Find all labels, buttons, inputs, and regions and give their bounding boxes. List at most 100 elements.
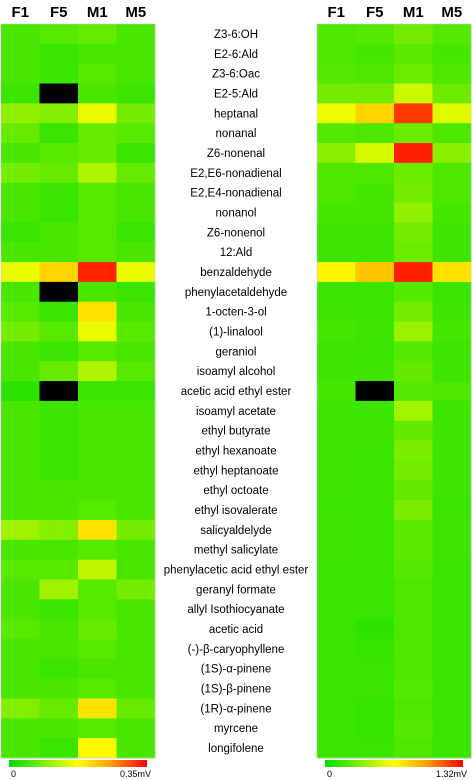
heatmap-cell: [78, 103, 117, 124]
heatmap-cell: [39, 638, 79, 660]
heatmap-cell: [39, 579, 79, 600]
heatmap-cell: [317, 440, 356, 461]
heatmap-cell: [355, 63, 395, 84]
heatmap-cell: [116, 539, 156, 561]
heatmap-cell: [1, 658, 40, 680]
heatmap-cell: [394, 718, 433, 739]
heatmap-cell: [116, 43, 156, 65]
heatmap-cell: [355, 638, 395, 660]
column-label-f5: F5: [50, 4, 68, 21]
heatmap-cell: [355, 83, 395, 104]
heatmap-cell: [355, 162, 395, 184]
heatmap-cell: [39, 123, 79, 144]
heatmap-cell: [39, 460, 79, 481]
heatmap-cell: [432, 381, 472, 402]
heatmap-cell: [1, 460, 40, 481]
heatmap-cell: [394, 103, 433, 124]
heatmap-cell: [78, 658, 117, 680]
heatmap-cell: [355, 420, 395, 441]
heatmap-cell: [39, 559, 79, 580]
color-scale-max-label: 0.35mV: [120, 769, 151, 779]
heatmap-cell: [78, 43, 117, 65]
row-label: phenylacetaldehyde: [185, 287, 287, 299]
heatmap-cell: [355, 24, 395, 45]
heatmap-cell: [317, 420, 356, 441]
heatmap-cell: [394, 182, 433, 203]
heatmap-cell: [432, 619, 472, 640]
heatmap-cell: [432, 24, 472, 45]
heatmap-cell: [317, 321, 356, 342]
right-heatmap: F1 F5 M1 M5: [316, 4, 472, 759]
heatmap-border: [316, 23, 472, 759]
heatmap-cell: [355, 182, 395, 203]
heatmap-cell: [355, 321, 395, 342]
heatmap-cell: [394, 321, 433, 342]
heatmap-cell: [1, 500, 40, 521]
heatmap-cell: [394, 24, 433, 45]
row-label: ethyl butyrate: [201, 426, 270, 438]
heatmap-cell: [432, 420, 472, 441]
heatmap-cell: [394, 262, 433, 283]
heatmap-cell: [432, 460, 472, 481]
heatmap-cell: [1, 162, 40, 184]
heatmap-cell: [394, 281, 433, 303]
heatmap-cell: [78, 638, 117, 660]
heatmap-cell: [1, 619, 40, 640]
heatmap-cell: [394, 678, 433, 699]
heatmap-cell: [116, 480, 156, 501]
row-label: 1-octen-3-ol: [205, 307, 266, 319]
heatmap-cell: [78, 123, 117, 144]
heatmap-cell: [317, 43, 356, 65]
column-label-f5: F5: [366, 4, 384, 21]
heatmap-cell: [116, 619, 156, 640]
row-label: Z6-nonenol: [207, 227, 265, 239]
row-label: E2,E6-nonadienal: [190, 168, 281, 180]
heatmap-cell: [116, 460, 156, 481]
heatmap-cell: [432, 698, 472, 719]
heatmap-cell: [432, 738, 472, 759]
heatmap-cell: [39, 698, 79, 719]
heatmap-cell: [39, 440, 79, 461]
heatmap-cell: [39, 242, 79, 263]
heatmap-cell: [432, 301, 472, 322]
row-label: (1)-linalool: [209, 326, 263, 338]
heatmap-cell: [1, 301, 40, 322]
heatmap-cell: [394, 43, 433, 65]
heatmap-cell: [39, 400, 79, 422]
heatmap-cell: [116, 738, 156, 759]
heatmap-cell: [116, 301, 156, 322]
heatmap-cell: [78, 599, 117, 620]
heatmap-cell: [78, 400, 117, 422]
row-label: allyl Isothiocyanate: [187, 604, 284, 616]
heatmap-cell: [116, 400, 156, 422]
heatmap-cell: [116, 440, 156, 461]
heatmap-cell: [317, 182, 356, 203]
row-label: benzaldehyde: [200, 267, 272, 279]
heatmap-cell: [1, 242, 40, 263]
heatmap-cell: [39, 480, 79, 501]
heatmap-cell: [1, 718, 40, 739]
heatmap-cell: [317, 262, 356, 283]
heatmap-cell: [394, 301, 433, 322]
heatmap-cell: [78, 738, 117, 759]
heatmap-cell: [355, 123, 395, 144]
heatmap-cell: [39, 222, 79, 243]
heatmap-cell: [39, 143, 79, 164]
heatmap-cell: [116, 162, 156, 184]
row-label: E2-6:Ald: [214, 49, 258, 61]
heatmap-cell: [394, 619, 433, 640]
heatmap-border: [0, 23, 156, 759]
color-scale-bar: [325, 760, 463, 767]
heatmap-cell: [39, 321, 79, 342]
heatmap-cell: [355, 460, 395, 481]
heatmap-cell: [432, 658, 472, 680]
heatmap-cell: [116, 103, 156, 124]
heatmap-cell: [355, 103, 395, 124]
heatmap-cell: [1, 539, 40, 561]
row-label: myrcene: [214, 723, 258, 735]
row-label: (1S)-β-pinene: [201, 684, 272, 696]
heatmap-cell: [39, 63, 79, 84]
heatmap-cell: [1, 321, 40, 342]
heatmap-cell: [394, 123, 433, 144]
heatmap-cell: [432, 361, 472, 382]
